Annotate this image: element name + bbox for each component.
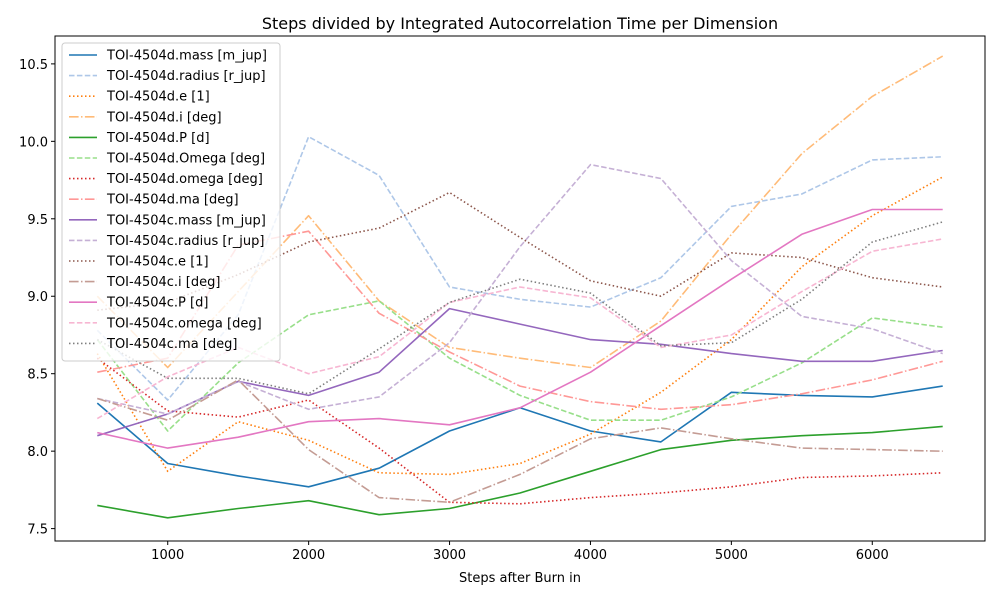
- legend-label: TOI-4504d.mass [m_jup]: [106, 49, 267, 64]
- x-axis-label: Steps after Burn in: [459, 571, 581, 586]
- legend-label: TOI-4504d.radius [r_jup]: [106, 69, 266, 84]
- legend-label: TOI-4504d.e [1]: [106, 90, 210, 105]
- series-line-11: [97, 379, 943, 504]
- legend-label: TOI-4504d.omega [deg]: [106, 172, 263, 187]
- x-tick-label: 1000: [151, 548, 184, 563]
- legend: TOI-4504d.mass [m_jup] TOI-4504d.radius […: [61, 42, 281, 362]
- legend-label: TOI-4504d.i [deg]: [106, 110, 222, 125]
- y-tick-label: 9.5: [27, 213, 48, 228]
- y-tick-label: 9.0: [27, 290, 48, 305]
- series-line-5: [96, 300, 943, 432]
- series-line-12: [97, 208, 943, 449]
- x-tick-label: 2000: [292, 548, 325, 563]
- legend-label: TOI-4504c.P [d]: [106, 296, 208, 311]
- legend-label: TOI-4504c.radius [r_jup]: [106, 234, 264, 249]
- legend-box: [61, 42, 281, 362]
- legend-label: TOI-4504c.ma [deg]: [106, 337, 237, 352]
- y-tick-label: 7.5: [27, 523, 48, 538]
- legend-label: TOI-4504d.ma [deg]: [106, 193, 239, 208]
- y-axis-ticks: 7.5 8.0 8.5 9.0 9.5 10.0 10.5: [19, 58, 55, 538]
- y-tick-label: 8.5: [27, 368, 48, 383]
- series-line-14: [96, 221, 943, 395]
- x-tick-label: 5000: [715, 548, 748, 563]
- legend-label: TOI-4504c.i [deg]: [106, 275, 220, 290]
- series-line-7: [97, 230, 943, 411]
- chart-title: Steps divided by Integrated Autocorrelat…: [262, 14, 778, 33]
- y-tick-label: 10.5: [19, 58, 48, 73]
- series-line-8: [97, 307, 943, 437]
- y-tick-label: 8.0: [27, 445, 48, 460]
- series-line-4: [97, 425, 943, 519]
- x-tick-label: 3000: [433, 548, 466, 563]
- x-tick-label: 6000: [856, 548, 889, 563]
- legend-label: TOI-4504d.P [d]: [106, 131, 210, 146]
- x-tick-label: 4000: [574, 548, 607, 563]
- legend-label: TOI-4504c.mass [m_jup]: [106, 213, 266, 228]
- x-axis-ticks: 1000 2000 3000 4000 5000 6000: [151, 541, 889, 563]
- legend-label: TOI-4504d.Omega [deg]: [106, 152, 265, 167]
- legend-label: TOI-4504c.omega [deg]: [106, 316, 262, 331]
- y-tick-label: 10.0: [19, 135, 48, 150]
- legend-label: TOI-4504c.e [1]: [106, 255, 209, 270]
- plot-frame: [54, 35, 986, 542]
